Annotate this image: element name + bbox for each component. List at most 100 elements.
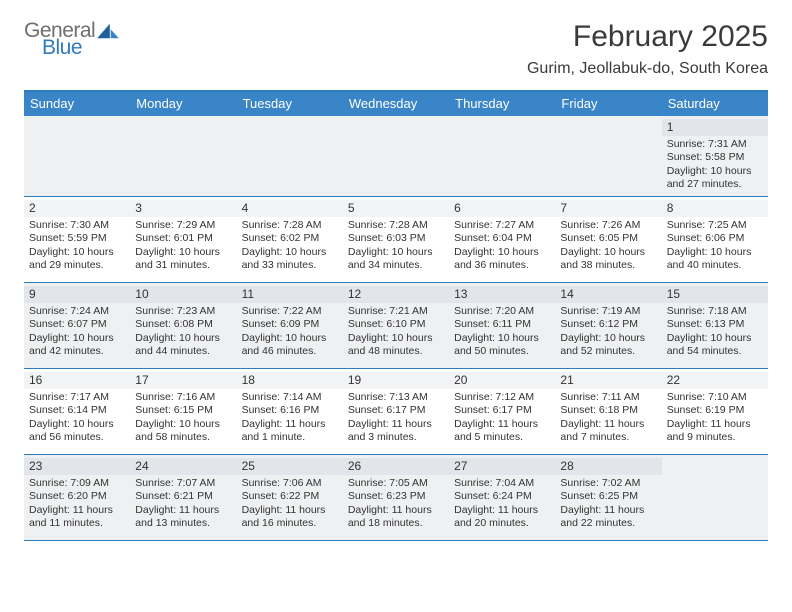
daylight-text: Daylight: 10 hours and 27 minutes. (667, 165, 763, 192)
sunset-text: Sunset: 6:23 PM (348, 490, 444, 503)
location-label: Gurim, Jeollabuk-do, South Korea (527, 60, 768, 78)
sunset-text: Sunset: 6:05 PM (560, 232, 656, 245)
daylight-text: Daylight: 10 hours and 34 minutes. (348, 246, 444, 273)
sunrise-text: Sunrise: 7:30 AM (29, 219, 125, 232)
empty-cell (343, 116, 449, 196)
day-cell: 27Sunrise: 7:04 AMSunset: 6:24 PMDayligh… (449, 455, 555, 540)
daylight-text: Daylight: 11 hours and 5 minutes. (454, 418, 550, 445)
day-number: 13 (449, 286, 555, 303)
day-number: 2 (24, 200, 130, 217)
daylight-text: Daylight: 10 hours and 58 minutes. (135, 418, 231, 445)
day-info: Sunrise: 7:22 AMSunset: 6:09 PMDaylight:… (242, 305, 338, 359)
daylight-text: Daylight: 10 hours and 38 minutes. (560, 246, 656, 273)
daylight-text: Daylight: 10 hours and 31 minutes. (135, 246, 231, 273)
daylight-text: Daylight: 11 hours and 11 minutes. (29, 504, 125, 531)
day-cell: 21 Sunrise: 7:11 AMSunset: 6:18 PMDayligh… (555, 369, 661, 454)
sunset-text: Sunset: 6:24 PM (454, 490, 550, 503)
day-cell: 14Sunrise: 7:19 AMSunset: 6:12 PMDayligh… (555, 283, 661, 368)
day-number: 10 (130, 286, 236, 303)
title-block: February 2025 Gurim, Jeollabuk-do, South… (527, 20, 768, 78)
daylight-text: Daylight: 11 hours and 16 minutes. (242, 504, 338, 531)
day-number: 21 (555, 372, 661, 389)
day-cell: 7 Sunrise: 7:26 AMSunset: 6:05 PMDaylight… (555, 197, 661, 282)
day-cell: 9Sunrise: 7:24 AMSunset: 6:07 PMDaylight… (24, 283, 130, 368)
daylight-text: Daylight: 10 hours and 48 minutes. (348, 332, 444, 359)
dow-thursday: Thursday (449, 92, 555, 116)
weeks-container: 1Sunrise: 7:31 AMSunset: 5:58 PMDaylight… (24, 116, 768, 541)
day-of-week-row: SundayMondayTuesdayWednesdayThursdayFrid… (24, 92, 768, 116)
day-number: 15 (662, 286, 768, 303)
daylight-text: Daylight: 10 hours and 42 minutes. (29, 332, 125, 359)
day-info: Sunrise: 7:25 AMSunset: 6:06 PMDaylight:… (667, 219, 763, 273)
week-row: 2Sunrise: 7:30 AMSunset: 5:59 PMDaylight… (24, 197, 768, 283)
sunset-text: Sunset: 6:01 PM (135, 232, 231, 245)
sunset-text: Sunset: 6:22 PM (242, 490, 338, 503)
sunset-text: Sunset: 6:10 PM (348, 318, 444, 331)
sunset-text: Sunset: 6:16 PM (242, 404, 338, 417)
sunset-text: Sunset: 6:15 PM (135, 404, 231, 417)
day-cell: 26 Sunrise: 7:05 AMSunset: 6:23 PMDayligh… (343, 455, 449, 540)
daylight-text: Daylight: 11 hours and 3 minutes. (348, 418, 444, 445)
day-info: Sunrise: 7:04 AMSunset: 6:24 PMDaylight:… (454, 477, 550, 531)
sunset-text: Sunset: 6:04 PM (454, 232, 550, 245)
daylight-text: Daylight: 11 hours and 18 minutes. (348, 504, 444, 531)
sunrise-text: Sunrise: 7:06 AM (242, 477, 338, 490)
month-title: February 2025 (527, 20, 768, 54)
day-number: 4 (237, 200, 343, 217)
day-info: Sunrise: 7:26 AMSunset: 6:05 PMDaylight:… (560, 219, 656, 273)
sunrise-text: Sunrise: 7:04 AM (454, 477, 550, 490)
day-info: Sunrise: 7:09 AMSunset: 6:20 PMDaylight:… (29, 477, 125, 531)
sunrise-text: Sunrise: 7:28 AM (242, 219, 338, 232)
day-info: Sunrise: 7:10 AMSunset: 6:19 PMDaylight:… (667, 391, 763, 445)
sunrise-text: Sunrise: 7:28 AM (348, 219, 444, 232)
day-number: 11 (237, 286, 343, 303)
dow-wednesday: Wednesday (343, 92, 449, 116)
sunset-text: Sunset: 6:25 PM (560, 490, 656, 503)
day-number: 14 (555, 286, 661, 303)
daylight-text: Daylight: 11 hours and 13 minutes. (135, 504, 231, 531)
day-cell: 12Sunrise: 7:21 AMSunset: 6:10 PMDayligh… (343, 283, 449, 368)
sunset-text: Sunset: 6:08 PM (135, 318, 231, 331)
sunset-text: Sunset: 6:14 PM (29, 404, 125, 417)
day-cell: 22 Sunrise: 7:10 AMSunset: 6:19 PMDayligh… (662, 369, 768, 454)
sunrise-text: Sunrise: 7:19 AM (560, 305, 656, 318)
day-number: 20 (449, 372, 555, 389)
day-cell: 1Sunrise: 7:31 AMSunset: 5:58 PMDaylight… (662, 116, 768, 196)
day-info: Sunrise: 7:11 AMSunset: 6:18 PMDaylight:… (560, 391, 656, 445)
sunset-text: Sunset: 6:21 PM (135, 490, 231, 503)
day-number: 26 (343, 458, 449, 475)
day-number: 22 (662, 372, 768, 389)
empty-cell (237, 116, 343, 196)
daylight-text: Daylight: 10 hours and 52 minutes. (560, 332, 656, 359)
sunrise-text: Sunrise: 7:11 AM (560, 391, 656, 404)
day-cell: 15Sunrise: 7:18 AMSunset: 6:13 PMDayligh… (662, 283, 768, 368)
day-cell: 13 Sunrise: 7:20 AMSunset: 6:11 PMDayligh… (449, 283, 555, 368)
day-info: Sunrise: 7:07 AMSunset: 6:21 PMDaylight:… (135, 477, 231, 531)
daylight-text: Daylight: 10 hours and 33 minutes. (242, 246, 338, 273)
logo-text: General Blue (24, 20, 95, 58)
empty-cell (662, 455, 768, 540)
day-cell: 18Sunrise: 7:14 AMSunset: 6:16 PMDayligh… (237, 369, 343, 454)
week-row: 1Sunrise: 7:31 AMSunset: 5:58 PMDaylight… (24, 116, 768, 197)
day-info: Sunrise: 7:06 AMSunset: 6:22 PMDaylight:… (242, 477, 338, 531)
daylight-text: Daylight: 11 hours and 22 minutes. (560, 504, 656, 531)
day-number: 24 (130, 458, 236, 475)
sunrise-text: Sunrise: 7:20 AM (454, 305, 550, 318)
daylight-text: Daylight: 10 hours and 29 minutes. (29, 246, 125, 273)
sunrise-text: Sunrise: 7:14 AM (242, 391, 338, 404)
sunrise-text: Sunrise: 7:17 AM (29, 391, 125, 404)
day-info: Sunrise: 7:20 AMSunset: 6:11 PMDaylight:… (454, 305, 550, 359)
day-info: Sunrise: 7:28 AMSunset: 6:02 PMDaylight:… (242, 219, 338, 273)
day-number: 7 (555, 200, 661, 217)
day-info: Sunrise: 7:12 AMSunset: 6:17 PMDaylight:… (454, 391, 550, 445)
day-cell: 3Sunrise: 7:29 AMSunset: 6:01 PMDaylight… (130, 197, 236, 282)
day-info: Sunrise: 7:05 AMSunset: 6:23 PMDaylight:… (348, 477, 444, 531)
sunrise-text: Sunrise: 7:22 AM (242, 305, 338, 318)
sunrise-text: Sunrise: 7:31 AM (667, 138, 763, 151)
sunrise-text: Sunrise: 7:24 AM (29, 305, 125, 318)
empty-cell (449, 116, 555, 196)
sunrise-text: Sunrise: 7:23 AM (135, 305, 231, 318)
day-cell: 5Sunrise: 7:28 AMSunset: 6:03 PMDaylight… (343, 197, 449, 282)
day-cell: 25Sunrise: 7:06 AMSunset: 6:22 PMDayligh… (237, 455, 343, 540)
day-info: Sunrise: 7:24 AMSunset: 6:07 PMDaylight:… (29, 305, 125, 359)
